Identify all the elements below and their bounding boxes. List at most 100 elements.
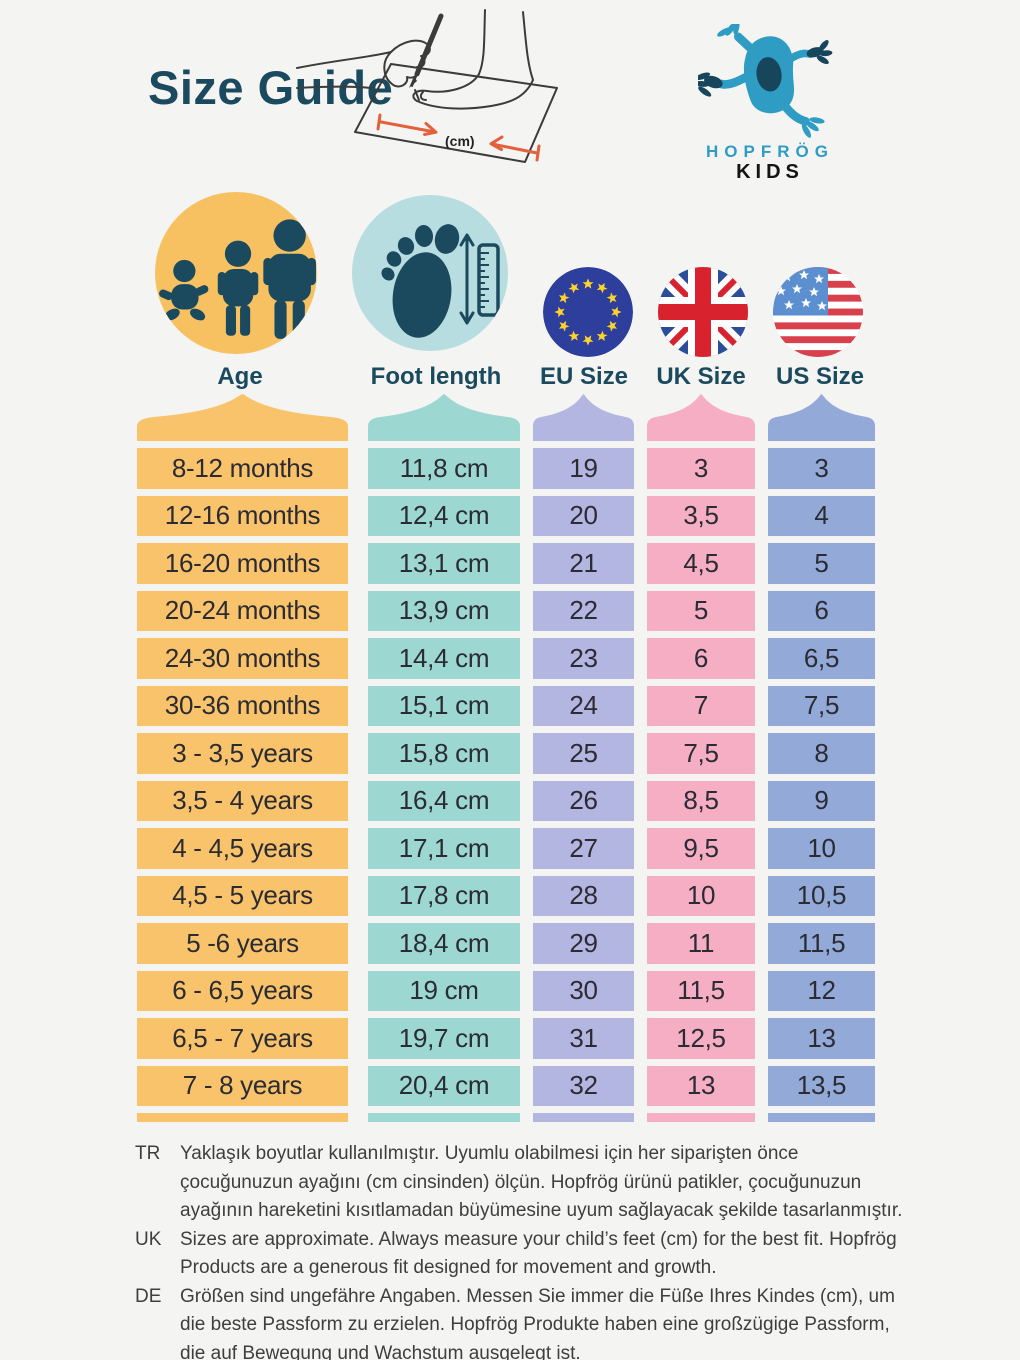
- column-uk-size: 3 3,5 4,5 5 6 7 7,5 8,5 9,5 10 11 11,5 12,5 13: [647, 393, 755, 1122]
- pencil-icon: [414, 13, 444, 77]
- note-de: DE Größen sind ungefähre Angaben. Messen…: [135, 1283, 925, 1360]
- table-cell: 30-36 months: [137, 685, 348, 726]
- table-cell: 9,5: [647, 828, 755, 869]
- table-cell: 3,5: [647, 495, 755, 536]
- table-cell: 4,5 - 5 years: [137, 875, 348, 916]
- brand-logo: HOPFRÖG KIDS: [670, 20, 870, 185]
- note-text: Sizes are approximate. Always measure yo…: [180, 1228, 897, 1279]
- table-cell: 8,5: [647, 780, 755, 821]
- family-icon: [159, 219, 316, 339]
- note-lang-label: UK: [135, 1228, 162, 1250]
- table-cell: 21: [533, 543, 634, 584]
- column-arch-top: [647, 394, 755, 441]
- footer-notes: TR Yaklaşık boyutlar kullanılmıştır. Uyu…: [135, 1140, 925, 1360]
- column-header-us-size: US Size: [775, 363, 865, 390]
- table-cell: 13,1 cm: [368, 543, 520, 584]
- table-cell: 5: [647, 590, 755, 631]
- table-cell: 25: [533, 733, 634, 774]
- table-cell: 12: [768, 970, 875, 1011]
- table-cell: 11,5: [768, 923, 875, 964]
- table-cell: 22: [533, 590, 634, 631]
- table-cell: 12,5: [647, 1018, 755, 1059]
- table-cell: 20: [533, 495, 634, 536]
- table-cell: 10: [768, 828, 875, 869]
- table-cell: 15,1 cm: [368, 685, 520, 726]
- brand-sub-name: KIDS: [736, 161, 804, 183]
- note-lang-label: TR: [135, 1143, 161, 1164]
- frog-icon: [698, 24, 833, 138]
- note-text: Yaklaşık boyutlar kullanılmıştır. Uyumlu…: [180, 1143, 903, 1221]
- column-arch-top: [137, 394, 348, 441]
- note-text: Größen sind ungefähre Angaben. Messen Si…: [180, 1285, 895, 1360]
- column-arch-top: [368, 394, 520, 441]
- table-cell: 3,5 - 4 years: [137, 780, 348, 821]
- table-cell: 6 - 6,5 years: [137, 970, 348, 1011]
- table-cell: 10,5: [768, 875, 875, 916]
- table-cell: 27: [533, 828, 634, 869]
- table-cell-partial: [768, 1113, 875, 1122]
- column-us-size: 3 4 5 6 6,5 7,5 8 9 10 10,5 11,5 12 13 13,5: [768, 393, 875, 1122]
- table-cell: 3 - 3,5 years: [137, 733, 348, 774]
- table-cell: 17,1 cm: [368, 828, 520, 869]
- table-cell: 4 - 4,5 years: [137, 828, 348, 869]
- table-cell: 15,8 cm: [368, 733, 520, 774]
- eu-flag-icon: [543, 267, 633, 357]
- column-header-foot-length: Foot length: [370, 363, 502, 390]
- table-cell: 5: [768, 543, 875, 584]
- table-cell: 12,4 cm: [368, 495, 520, 536]
- table-cell: 11: [647, 923, 755, 964]
- table-cell: 13: [768, 1018, 875, 1059]
- brand-name: HOPFRÖG: [706, 142, 834, 161]
- measure-arrow-icon: [376, 113, 541, 162]
- table-cell: 6,5 - 7 years: [137, 1018, 348, 1059]
- table-cell-partial: [533, 1113, 634, 1122]
- table-cell: 5 -6 years: [137, 923, 348, 964]
- table-cell: 13: [647, 1065, 755, 1106]
- table-cell: 17,8 cm: [368, 875, 520, 916]
- uk-flag-circle: [658, 267, 748, 357]
- table-cell-partial: [368, 1113, 520, 1122]
- column-age: 8-12 months 12-16 months 16-20 months 20-24…: [137, 393, 348, 1122]
- column-foot-length: 11,8 cm 12,4 cm 13,1 cm 13,9 cm 14,4 cm 15,1 …: [368, 393, 520, 1122]
- us-flag-icon: [773, 267, 863, 357]
- table-cell: 6,5: [768, 638, 875, 679]
- column-header-uk-size: UK Size: [656, 363, 746, 390]
- table-cell: 16-20 months: [137, 543, 348, 584]
- column-arch-top: [533, 394, 634, 441]
- uk-flag-icon: [658, 267, 748, 357]
- table-cell: 23: [533, 638, 634, 679]
- table-cell: 10: [647, 875, 755, 916]
- table-cell: 19 cm: [368, 970, 520, 1011]
- table-cell: 13,9 cm: [368, 590, 520, 631]
- cm-label: (cm): [445, 133, 475, 149]
- note-tr: TR Yaklaşık boyutlar kullanılmıştır. Uyu…: [135, 1140, 925, 1226]
- table-cell: 30: [533, 970, 634, 1011]
- table-cell: 7,5: [647, 733, 755, 774]
- table-cell: 24: [533, 685, 634, 726]
- column-header-eu-size: EU Size: [539, 363, 629, 390]
- us-flag-circle: [773, 267, 863, 357]
- table-cell: 28: [533, 875, 634, 916]
- table-cell: 19: [533, 448, 634, 489]
- age-circle: [155, 192, 317, 354]
- column-eu-size: 19 20 21 22 23 24 25 26 27 28 29 30 31 32: [533, 393, 634, 1122]
- table-cell: 6: [768, 590, 875, 631]
- table-cell: 7,5: [768, 685, 875, 726]
- table-cell-partial: [137, 1113, 348, 1122]
- table-cell: 31: [533, 1018, 634, 1059]
- column-header-age: Age: [217, 363, 263, 390]
- table-cell: 11,8 cm: [368, 448, 520, 489]
- table-cell: 20-24 months: [137, 590, 348, 631]
- table-cell: 16,4 cm: [368, 780, 520, 821]
- column-arch-top: [768, 394, 875, 441]
- paper-outline: [354, 63, 558, 163]
- table-cell: 7: [647, 685, 755, 726]
- table-cell: 26: [533, 780, 634, 821]
- note-uk: UK Sizes are approximate. Always measure…: [135, 1226, 925, 1283]
- table-cell: 32: [533, 1065, 634, 1106]
- table-cell: 14,4 cm: [368, 638, 520, 679]
- table-cell: 12-16 months: [137, 495, 348, 536]
- table-cell: 3: [647, 448, 755, 489]
- table-cell: 8-12 months: [137, 448, 348, 489]
